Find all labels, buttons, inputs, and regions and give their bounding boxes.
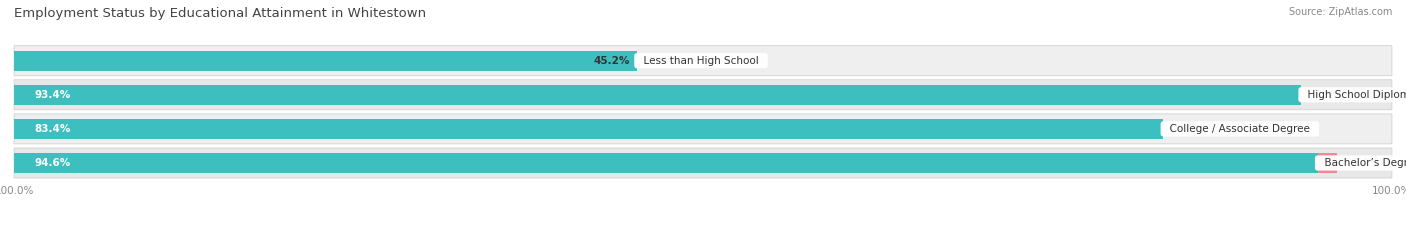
Bar: [14, 119, 1163, 139]
Bar: [14, 51, 637, 71]
Text: Source: ZipAtlas.com: Source: ZipAtlas.com: [1288, 7, 1392, 17]
Text: 93.4%: 93.4%: [35, 90, 70, 100]
FancyBboxPatch shape: [14, 114, 1392, 144]
Bar: [1317, 153, 1337, 173]
FancyBboxPatch shape: [14, 148, 1392, 178]
Text: 1.4%: 1.4%: [1351, 158, 1379, 168]
Text: 0.0%: 0.0%: [1315, 90, 1344, 100]
Text: Bachelor’s Degree or higher: Bachelor’s Degree or higher: [1317, 158, 1406, 168]
Text: Employment Status by Educational Attainment in Whitestown: Employment Status by Educational Attainm…: [14, 7, 426, 20]
FancyBboxPatch shape: [14, 80, 1392, 110]
Text: 94.6%: 94.6%: [35, 158, 70, 168]
Text: 0.0%: 0.0%: [651, 56, 679, 66]
Bar: [14, 85, 1301, 105]
Text: 83.4%: 83.4%: [35, 124, 72, 134]
Text: Less than High School: Less than High School: [637, 56, 765, 66]
Text: High School Diploma: High School Diploma: [1301, 90, 1406, 100]
Text: 45.2%: 45.2%: [593, 56, 630, 66]
Bar: [14, 153, 1317, 173]
Text: 0.0%: 0.0%: [1177, 124, 1206, 134]
FancyBboxPatch shape: [14, 46, 1392, 76]
Text: College / Associate Degree: College / Associate Degree: [1163, 124, 1316, 134]
